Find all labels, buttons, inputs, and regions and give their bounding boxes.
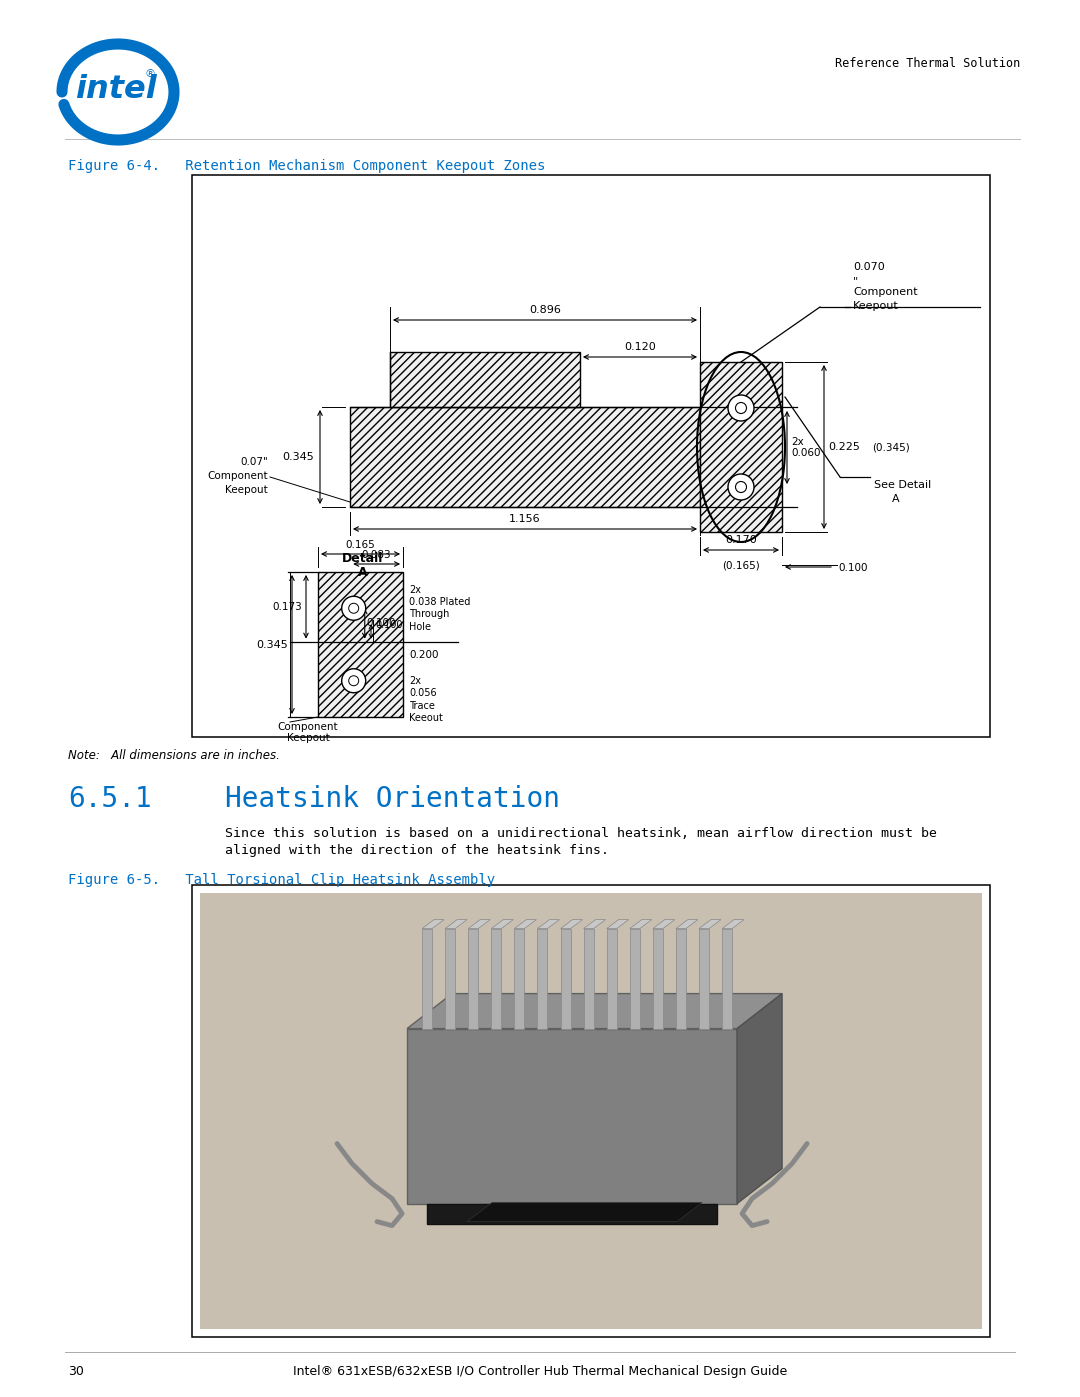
Text: (0.345): (0.345) xyxy=(872,441,909,453)
Bar xyxy=(390,352,580,407)
Text: See Detail: See Detail xyxy=(874,481,931,490)
Text: Detail: Detail xyxy=(342,552,383,564)
Polygon shape xyxy=(723,929,732,1028)
Circle shape xyxy=(341,597,366,620)
Bar xyxy=(318,571,403,717)
Text: 2x
0.038 Plated
Through
Hole: 2x 0.038 Plated Through Hole xyxy=(409,585,471,631)
Text: Figure 6-5.   Tall Torsional Clip Heatsink Assembly: Figure 6-5. Tall Torsional Clip Heatsink… xyxy=(68,873,495,887)
Text: Since this solution is based on a unidirectional heatsink, mean airflow directio: Since this solution is based on a unidir… xyxy=(225,827,937,840)
Circle shape xyxy=(735,482,746,493)
Polygon shape xyxy=(652,929,663,1028)
Text: 0.100: 0.100 xyxy=(375,620,403,630)
Text: 0.896: 0.896 xyxy=(529,305,561,314)
Polygon shape xyxy=(407,993,782,1028)
Text: 0.100: 0.100 xyxy=(366,619,396,629)
Text: intel: intel xyxy=(76,74,157,106)
Text: Figure 6-4.   Retention Mechanism Component Keepout Zones: Figure 6-4. Retention Mechanism Componen… xyxy=(68,159,545,173)
Polygon shape xyxy=(422,929,432,1028)
Text: 0.070: 0.070 xyxy=(853,263,885,272)
Circle shape xyxy=(728,395,754,420)
Text: Intel® 631xESB/632xESB I/O Controller Hub Thermal Mechanical Design Guide: Intel® 631xESB/632xESB I/O Controller Hu… xyxy=(293,1365,787,1377)
Bar xyxy=(192,886,990,1337)
Text: 0.07": 0.07" xyxy=(240,457,268,467)
Text: Keepout: Keepout xyxy=(853,300,899,312)
Text: A: A xyxy=(359,566,368,578)
Polygon shape xyxy=(538,919,559,929)
Circle shape xyxy=(735,402,746,414)
Text: Component: Component xyxy=(207,471,268,481)
Text: Keepout: Keepout xyxy=(286,733,329,743)
Polygon shape xyxy=(469,929,478,1028)
Text: (0.165): (0.165) xyxy=(723,562,760,571)
Text: 1.156: 1.156 xyxy=(509,514,541,524)
Bar xyxy=(350,407,700,507)
Polygon shape xyxy=(467,1203,702,1221)
Polygon shape xyxy=(561,919,582,929)
Polygon shape xyxy=(445,919,468,929)
Polygon shape xyxy=(699,929,708,1028)
Polygon shape xyxy=(445,929,455,1028)
Text: 0.345: 0.345 xyxy=(282,453,314,462)
Text: ®: ® xyxy=(145,68,156,80)
Text: 0.083: 0.083 xyxy=(362,550,391,560)
Polygon shape xyxy=(723,919,744,929)
Bar xyxy=(192,175,990,738)
Text: 0.200: 0.200 xyxy=(409,650,438,659)
Polygon shape xyxy=(583,919,606,929)
Polygon shape xyxy=(737,993,782,1204)
Text: 0.173: 0.173 xyxy=(272,602,302,612)
Polygon shape xyxy=(561,929,570,1028)
Polygon shape xyxy=(630,919,651,929)
Polygon shape xyxy=(652,919,675,929)
Polygon shape xyxy=(583,929,594,1028)
Polygon shape xyxy=(491,919,513,929)
Polygon shape xyxy=(491,929,501,1028)
Text: 0.170: 0.170 xyxy=(725,535,757,545)
Polygon shape xyxy=(407,1028,737,1204)
Text: 0.165: 0.165 xyxy=(346,541,376,550)
Polygon shape xyxy=(514,929,525,1028)
Polygon shape xyxy=(514,919,537,929)
Bar xyxy=(200,893,982,1329)
Polygon shape xyxy=(630,929,639,1028)
Polygon shape xyxy=(676,919,698,929)
Circle shape xyxy=(349,604,359,613)
Text: 0.120: 0.120 xyxy=(624,342,656,352)
Circle shape xyxy=(728,474,754,500)
Circle shape xyxy=(341,669,366,693)
Bar xyxy=(700,362,782,532)
Text: Component: Component xyxy=(278,722,338,732)
Polygon shape xyxy=(538,929,548,1028)
Polygon shape xyxy=(422,919,444,929)
Text: Keepout: Keepout xyxy=(226,485,268,495)
Text: 2x
0.060: 2x 0.060 xyxy=(791,437,821,458)
Polygon shape xyxy=(607,929,617,1028)
Text: 0.345: 0.345 xyxy=(256,640,288,650)
Polygon shape xyxy=(607,919,629,929)
Polygon shape xyxy=(699,919,721,929)
Polygon shape xyxy=(469,919,490,929)
Polygon shape xyxy=(427,1204,717,1224)
Text: A: A xyxy=(892,495,900,504)
Text: Component: Component xyxy=(853,286,918,298)
Polygon shape xyxy=(676,929,686,1028)
Text: 0.225: 0.225 xyxy=(828,441,860,453)
Text: ": " xyxy=(853,277,859,286)
Circle shape xyxy=(349,676,359,686)
Text: Reference Thermal Solution: Reference Thermal Solution xyxy=(835,57,1020,70)
Text: 0.100: 0.100 xyxy=(838,563,867,573)
Text: 2x
0.056
Trace
Keeout: 2x 0.056 Trace Keeout xyxy=(409,676,443,724)
Text: 6.5.1: 6.5.1 xyxy=(68,785,152,813)
Text: aligned with the direction of the heatsink fins.: aligned with the direction of the heatsi… xyxy=(225,844,609,856)
Text: 30: 30 xyxy=(68,1365,84,1377)
Text: Heatsink Orientation: Heatsink Orientation xyxy=(225,785,561,813)
Text: Note:   All dimensions are in inches.: Note: All dimensions are in inches. xyxy=(68,749,280,761)
